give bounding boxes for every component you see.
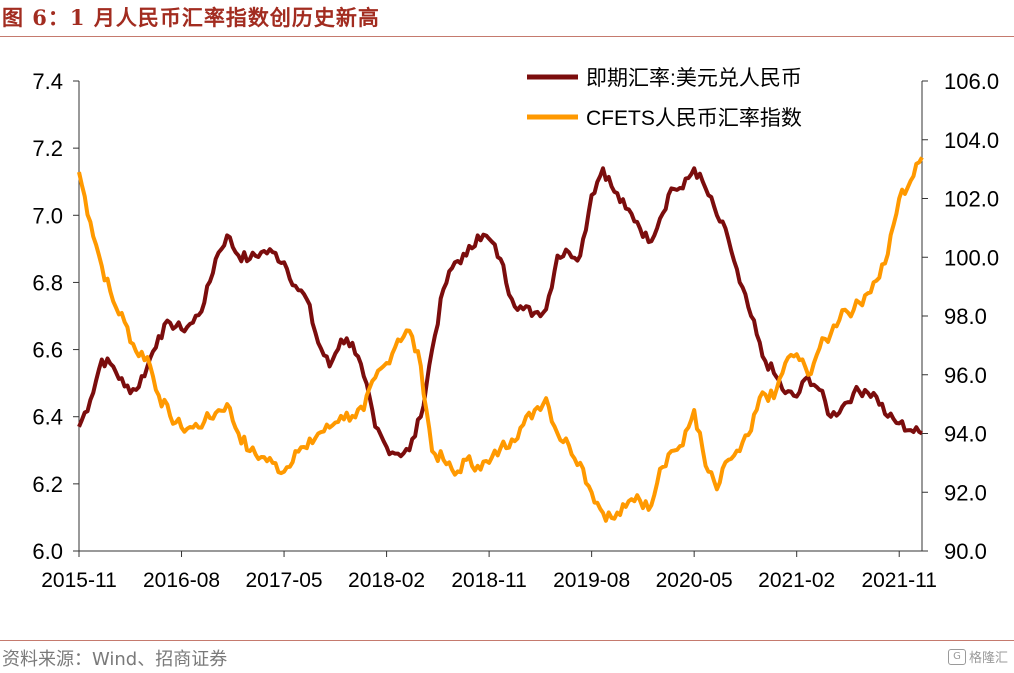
header-rule xyxy=(0,36,1014,37)
x-tick-label: 2017-05 xyxy=(246,569,323,592)
x-tick-label: 2019-08 xyxy=(553,569,630,592)
x-tick-label: 2021-02 xyxy=(758,569,835,592)
y-right-tick-label: 102.0 xyxy=(944,187,999,212)
footer-rule xyxy=(0,640,1014,641)
watermark-text: 格隆汇 xyxy=(968,651,1008,666)
y-right-tick-label: 106.0 xyxy=(944,69,999,94)
series-line-usdcny xyxy=(77,166,923,459)
chart-title: 图 6：1 月人民币汇率指数创历史新高 xyxy=(2,5,380,30)
y-right-tick-label: 98.0 xyxy=(944,304,987,329)
y-right-tick-label: 94.0 xyxy=(944,422,987,447)
chart-lines xyxy=(77,156,924,523)
y-right-tick-label: 100.0 xyxy=(944,245,999,270)
x-tick-label: 2015-11 xyxy=(41,569,117,592)
watermark: G 格隆汇 xyxy=(947,647,1008,666)
y-left-tick-label: 7.4 xyxy=(32,69,63,94)
y-right-tick-label: 104.0 xyxy=(944,128,999,153)
y-right-tick-label: 92.0 xyxy=(944,480,987,505)
legend-label: CFETS人民币汇率指数 xyxy=(586,107,802,130)
y-left-tick-label: 6.4 xyxy=(32,405,63,430)
y-left-tick-label: 7.0 xyxy=(32,203,63,228)
x-tick-label: 2016-08 xyxy=(143,569,220,592)
y-left-tick-label: 6.2 xyxy=(32,472,63,497)
chart-axes: 6.0 6.2 6.4 6.6 6.8 7.0 7.2 7.4 90.0 92.0 94.0 96.0… xyxy=(32,69,999,592)
legend-label: 即期汇率:美元兑人民币 xyxy=(586,67,802,90)
x-tick-label: 2018-02 xyxy=(348,569,425,592)
series-line-cfets xyxy=(77,156,924,523)
glh-logo-icon: G xyxy=(947,648,966,665)
y-left-tick-label: 6.8 xyxy=(32,270,63,295)
y-left-tick-label: 6.6 xyxy=(32,338,63,363)
chart-header: 图 6：1 月人民币汇率指数创历史新高 xyxy=(0,0,1014,36)
x-tick-label: 2021-11 xyxy=(861,569,937,592)
y-left-tick-label: 6.0 xyxy=(32,539,63,564)
source-note: 资料来源：Wind、招商证券 xyxy=(2,649,228,670)
y-left-tick-label: 7.2 xyxy=(32,136,63,161)
y-right-tick-label: 96.0 xyxy=(944,363,987,388)
x-tick-label: 2020-05 xyxy=(656,569,733,592)
x-tick-label: 2018-11 xyxy=(451,569,527,592)
chart-legend: 即期汇率:美元兑人民币 CFETS人民币汇率指数 xyxy=(527,67,802,130)
line-chart: 6.0 6.2 6.4 6.6 6.8 7.0 7.2 7.4 90.0 92.0 94.0 96.0… xyxy=(32,67,999,592)
y-right-tick-label: 90.0 xyxy=(944,539,987,564)
